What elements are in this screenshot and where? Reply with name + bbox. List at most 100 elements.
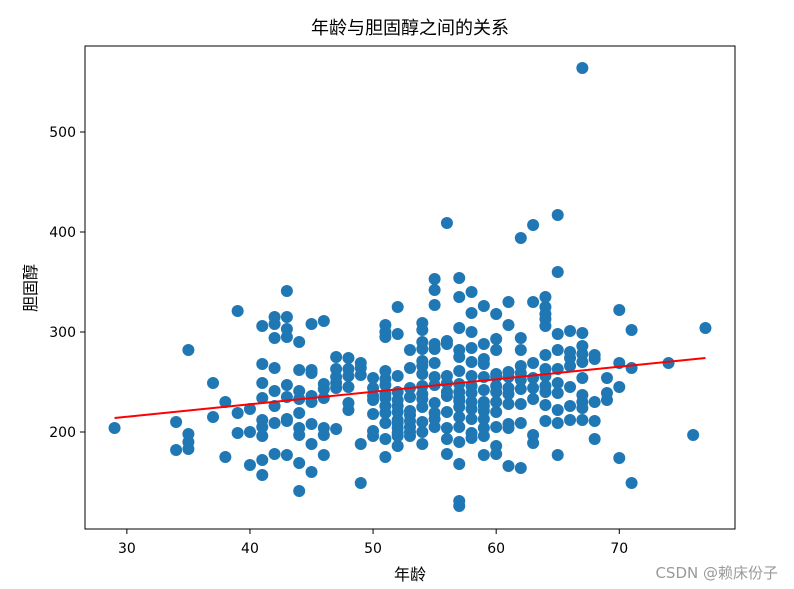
data-point-144 <box>428 397 441 409</box>
data-point-23 <box>256 377 269 389</box>
data-point-235 <box>514 360 527 372</box>
data-point-258 <box>539 291 552 303</box>
x-tick-label-50: 50 <box>364 541 382 557</box>
data-point-294 <box>613 452 626 464</box>
x-tick-label-40: 40 <box>241 541 259 557</box>
data-point-143 <box>428 407 441 419</box>
data-point-180 <box>453 272 466 284</box>
data-point-41 <box>280 311 293 323</box>
data-point-77 <box>342 363 355 375</box>
data-point-231 <box>514 398 527 410</box>
data-point-284 <box>576 327 589 339</box>
data-point-22 <box>256 392 269 404</box>
data-point-85 <box>367 425 380 437</box>
data-point-122 <box>404 405 416 417</box>
data-point-257 <box>539 301 552 313</box>
data-point-218 <box>490 308 503 320</box>
data-point-226 <box>502 366 515 378</box>
data-point-1 <box>170 444 183 456</box>
data-point-175 <box>453 365 466 377</box>
data-point-86 <box>367 408 380 420</box>
data-point-219 <box>502 460 515 472</box>
data-point-268 <box>551 209 564 221</box>
data-point-116 <box>391 301 404 313</box>
data-point-301 <box>662 357 675 369</box>
data-point-183 <box>465 413 478 425</box>
data-point-297 <box>613 304 626 316</box>
plot-frame <box>84 45 736 530</box>
x-axis-label: 年龄 <box>394 565 426 584</box>
data-point-286 <box>588 433 601 445</box>
data-point-80 <box>354 438 367 450</box>
data-point-261 <box>551 404 564 416</box>
data-point-232 <box>514 383 527 395</box>
data-point-46 <box>293 422 306 434</box>
data-point-288 <box>588 396 601 408</box>
data-point-240 <box>527 429 540 441</box>
data-point-60 <box>317 449 330 461</box>
data-point-168 <box>453 421 466 433</box>
data-point-78 <box>342 352 355 364</box>
data-point-262 <box>551 387 564 399</box>
data-point-166 <box>453 458 466 470</box>
data-point-227 <box>502 319 515 331</box>
data-point-19 <box>256 430 269 442</box>
data-point-253 <box>539 349 552 361</box>
data-point-247 <box>539 415 552 427</box>
data-point-169 <box>453 411 466 423</box>
data-point-213 <box>490 380 503 392</box>
data-point-160 <box>440 370 453 382</box>
data-point-103 <box>379 319 392 331</box>
data-point-114 <box>391 370 404 382</box>
data-point-12 <box>231 407 244 419</box>
data-point-147 <box>428 357 441 369</box>
data-point-283 <box>576 340 589 352</box>
data-point-65 <box>317 378 330 390</box>
data-point-215 <box>490 368 503 380</box>
trend-line <box>114 357 706 419</box>
data-point-238 <box>514 232 527 244</box>
data-point-2 <box>170 416 183 428</box>
data-point-302 <box>687 429 700 441</box>
data-point-196 <box>477 422 490 434</box>
data-point-128 <box>416 426 429 438</box>
data-point-290 <box>588 349 601 361</box>
data-point-242 <box>527 382 540 394</box>
y-tick-label-200: 200 <box>49 425 76 441</box>
data-point-33 <box>268 311 281 323</box>
data-point-165 <box>453 495 466 507</box>
y-tick-label-300: 300 <box>49 325 76 341</box>
data-point-263 <box>551 377 564 389</box>
data-point-126 <box>404 344 416 356</box>
data-point-27 <box>268 417 281 429</box>
data-point-152 <box>428 273 441 285</box>
data-point-154 <box>440 433 453 445</box>
data-point-72 <box>330 351 343 363</box>
data-point-18 <box>256 454 269 466</box>
data-point-47 <box>293 407 306 419</box>
data-point-236 <box>514 344 527 356</box>
data-point-136 <box>416 355 429 367</box>
data-point-115 <box>391 328 404 340</box>
data-point-155 <box>440 422 453 434</box>
data-point-250 <box>539 380 552 392</box>
data-point-34 <box>280 449 293 461</box>
data-point-53 <box>305 438 318 450</box>
trend-line-layer <box>114 357 706 419</box>
data-point-11 <box>231 427 244 439</box>
data-point-62 <box>317 422 330 434</box>
data-point-127 <box>416 438 429 450</box>
data-point-129 <box>416 416 429 428</box>
data-point-221 <box>502 418 515 430</box>
data-point-260 <box>551 417 564 429</box>
data-point-50 <box>293 364 306 376</box>
data-point-224 <box>502 382 515 394</box>
data-point-49 <box>293 385 306 397</box>
data-point-51 <box>293 336 306 348</box>
data-point-270 <box>564 400 577 412</box>
data-point-36 <box>280 413 293 425</box>
data-point-259 <box>551 449 564 461</box>
data-point-246 <box>527 219 540 231</box>
data-point-303 <box>699 322 712 334</box>
